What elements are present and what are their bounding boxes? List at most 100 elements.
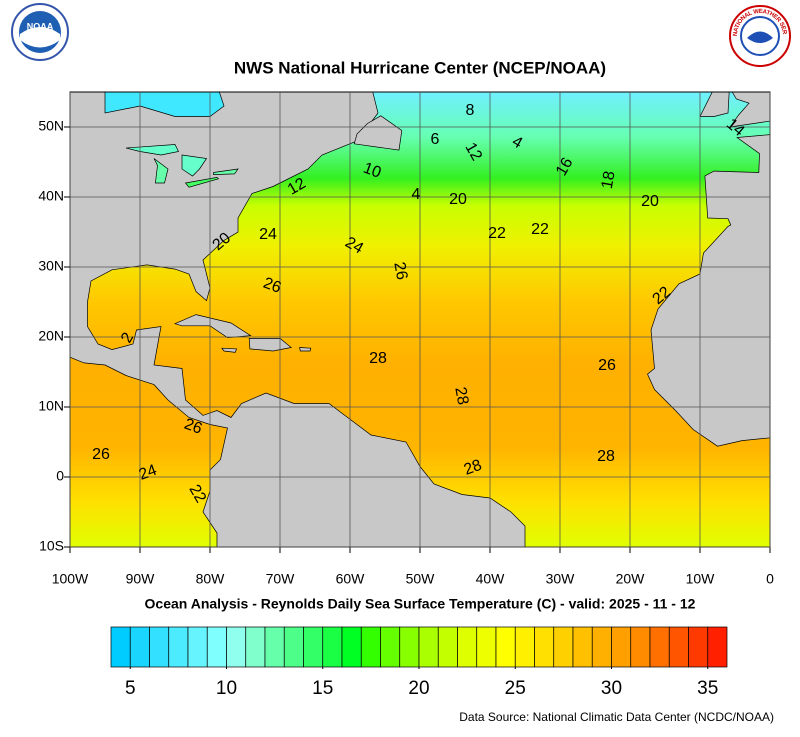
colorbar-box	[129, 626, 150, 668]
logo-text: NATIONAL WEATHER SERVICE	[0, 0, 788, 36]
colorbar-box	[630, 626, 651, 668]
y-tick-label: 40N	[38, 188, 64, 204]
colorbar-box	[668, 626, 689, 668]
colorbar-box	[611, 626, 632, 668]
y-tick-label: 10N	[38, 398, 64, 414]
source: Data Source: National Climatic Data Cent…	[459, 710, 774, 724]
logo-text: NOAA	[27, 21, 54, 31]
contour-label: 8	[466, 102, 475, 119]
colorbar-box	[360, 626, 381, 668]
colorbar: 5 10 15 20 25 30 35	[110, 626, 728, 699]
contour-label: 28	[369, 350, 387, 367]
land	[70, 92, 526, 547]
x-tick-label: 100W	[52, 571, 89, 587]
contour-label: 4	[412, 186, 421, 203]
contour-label: 18	[599, 170, 619, 191]
x-tick-label: 30W	[546, 571, 576, 587]
colorbar-box	[418, 626, 439, 668]
colorbar-box	[707, 626, 728, 668]
contour-label: 28	[462, 457, 485, 479]
title: NWS National Hurricane Center (NCEP/NOAA…	[234, 58, 606, 77]
contour-label: 16	[553, 155, 577, 179]
contour-label: 26	[182, 416, 205, 438]
colorbar-box	[283, 626, 304, 668]
contour-label: 26	[598, 357, 616, 374]
colorbar-box	[572, 626, 593, 668]
contour-label: 26	[261, 275, 284, 297]
ireland	[699, 92, 730, 117]
lake	[213, 168, 239, 175]
contour-label: 12	[461, 140, 485, 164]
contour-label: 22	[531, 221, 549, 238]
colorbar-box	[303, 626, 324, 668]
colorbar-box	[399, 626, 420, 668]
britain	[729, 92, 770, 128]
noaa-logo: NOAA	[11, 3, 69, 61]
colorbar-box	[149, 626, 170, 668]
contour-label: 6	[431, 131, 440, 148]
y-tick-label: 50N	[38, 118, 64, 134]
colorbar-box	[591, 626, 612, 668]
contour-label: 20	[641, 193, 659, 210]
colorbar-box	[322, 626, 343, 668]
colorbar-box	[514, 626, 535, 668]
contour-label: 26	[390, 261, 410, 282]
colorbar-box	[688, 626, 709, 668]
newfoundland	[353, 115, 403, 151]
colorbar-box	[264, 626, 285, 668]
colorbar-tick-label: 10	[216, 678, 237, 699]
colorbar-box	[168, 626, 189, 668]
colorbar-box	[110, 626, 131, 668]
contour-label: 28	[597, 448, 615, 465]
colorbar-box	[553, 626, 574, 668]
contour-label: 20	[449, 191, 467, 208]
caption: Ocean Analysis - Reynolds Daily Sea Surf…	[145, 596, 696, 612]
colorbar-tick-label: 35	[697, 678, 718, 699]
lake	[181, 154, 208, 177]
lake	[153, 158, 169, 184]
y-tick-label: 0	[56, 468, 64, 484]
y-tick-label: 10S	[39, 538, 64, 554]
x-tick-label: 60W	[336, 571, 366, 587]
colorbar-box	[226, 626, 247, 668]
x-tick-label: 20W	[616, 571, 646, 587]
logo-text: NATIONAL WEATHER SERVICE	[0, 0, 788, 36]
x-tick-label: 50W	[406, 571, 436, 587]
lake	[125, 144, 180, 156]
puerto-rico	[299, 347, 312, 352]
colorbar-box	[649, 626, 670, 668]
jamaica	[221, 347, 238, 353]
colorbar-box	[206, 626, 227, 668]
contour-label: 24	[137, 462, 160, 484]
colorbar-tick-label: 20	[408, 678, 429, 699]
colorbar-box	[495, 626, 516, 668]
x-tick-label: 40W	[476, 571, 506, 587]
x-tick-label: 10W	[686, 571, 716, 587]
x-tick-label: 0	[766, 571, 774, 587]
contour-label: 22	[488, 225, 506, 242]
contour-label: 24	[342, 234, 366, 258]
colorbar-tick-label: 5	[125, 678, 136, 699]
hudson-bay	[104, 92, 225, 117]
colorbar-tick-label: 30	[601, 678, 622, 699]
colorbar-tick-label: 25	[505, 678, 526, 699]
hispaniola	[248, 338, 293, 352]
colorbar-tick-label: 15	[312, 678, 333, 699]
contour-label: 24	[259, 226, 277, 243]
colorbar-box	[476, 626, 497, 668]
colorbar-box	[380, 626, 401, 668]
x-tick-label: 70W	[266, 571, 296, 587]
colorbar-box	[245, 626, 266, 668]
contour-label: 26	[92, 446, 110, 463]
contour-label: 28	[451, 386, 471, 407]
colorbar-box	[437, 626, 458, 668]
x-tick-label: 90W	[126, 571, 156, 587]
colorbar-box	[534, 626, 555, 668]
colorbar-box	[341, 626, 362, 668]
europe-africa	[647, 134, 770, 447]
x-tick-label: 80W	[196, 571, 226, 587]
colorbar-box	[457, 626, 478, 668]
contour-label: 10	[361, 160, 384, 182]
contour-label: 12	[285, 175, 309, 199]
